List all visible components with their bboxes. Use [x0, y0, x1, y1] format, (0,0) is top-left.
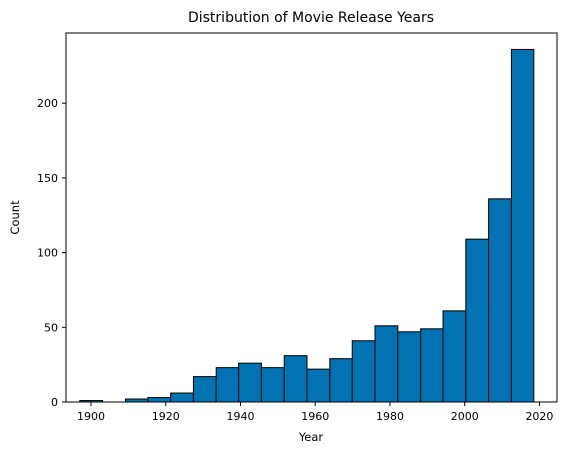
- y-tick-label: 0: [51, 396, 58, 409]
- x-tick-label: 1900: [77, 410, 105, 423]
- y-tick-label: 150: [37, 172, 58, 185]
- histogram-bar: [442, 310, 467, 403]
- histogram-bar: [510, 48, 535, 403]
- histogram-bar: [397, 331, 422, 403]
- histogram-bar: [420, 328, 444, 403]
- histogram-bar: [329, 358, 353, 403]
- y-tick-label: 100: [37, 247, 58, 260]
- histogram-bar: [215, 367, 240, 403]
- x-tick-label: 2000: [451, 410, 479, 423]
- histogram-bar: [374, 325, 399, 403]
- y-tick-label: 200: [37, 97, 58, 110]
- histogram-bar: [260, 367, 285, 403]
- histogram-bar: [147, 397, 172, 403]
- histogram-bar: [238, 362, 262, 403]
- histogram-bar: [488, 198, 512, 403]
- x-tick-label: 2020: [525, 410, 553, 423]
- y-tick-label: 50: [44, 321, 58, 334]
- bars-group: [79, 48, 535, 403]
- histogram-bar: [283, 355, 308, 403]
- y-axis-ticks: 0 50 100 150 200: [37, 97, 66, 409]
- plot-frame: [65, 32, 558, 403]
- histogram-bar: [192, 376, 217, 403]
- histogram-bar: [351, 340, 376, 403]
- chart-title: Distribution of Movie Release Years: [188, 10, 434, 26]
- x-axis-label: Year: [298, 430, 324, 444]
- x-tick-label: 1980: [376, 410, 404, 423]
- x-tick-label: 1920: [152, 410, 180, 423]
- y-axis-label: Count: [8, 200, 22, 235]
- x-axis-ticks: 1900 1920 1940 1960 1980 2000 2020: [77, 402, 553, 423]
- x-tick-label: 1940: [227, 410, 255, 423]
- histogram-bar: [306, 368, 331, 403]
- x-tick-label: 1960: [301, 410, 329, 423]
- histogram-bar: [465, 238, 490, 403]
- histogram-bar: [170, 392, 194, 403]
